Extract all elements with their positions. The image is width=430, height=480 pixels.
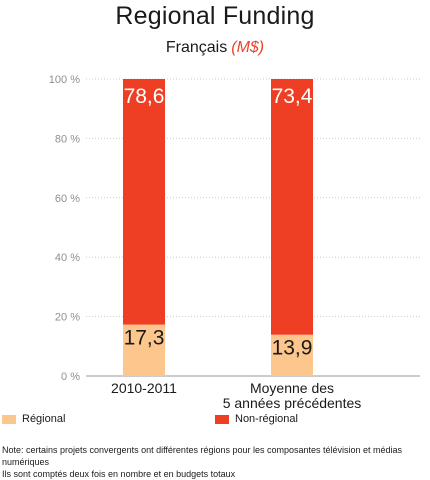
data-label: 13,9 [272, 337, 313, 360]
footnote: Note: certains projets convergents ont d… [2, 444, 430, 480]
y-tick-label: 80 % [55, 133, 80, 145]
y-tick-label: 20 % [55, 312, 80, 324]
legend-item-regional: Régional [2, 413, 65, 425]
legend-swatch-non-regional [215, 414, 229, 424]
y-tick-label: 60 % [55, 193, 80, 205]
data-label: 73,4 [272, 85, 313, 108]
chart-title: Regional Funding [115, 2, 315, 30]
bar-segment-r-gional [271, 334, 313, 376]
y-tick-label: 0 % [61, 371, 80, 383]
legend-label-regional: Régional [22, 413, 66, 425]
x-category-label-line: 2010-2011 [111, 380, 177, 396]
legend-item-non-regional: Non-régional [215, 413, 298, 425]
x-category-label: 2010-2011 [111, 380, 177, 396]
y-tick-label: 40 % [55, 252, 80, 264]
bar-segment-non-r-gional [123, 79, 165, 325]
legend-label-non-regional: Non-régional [235, 413, 298, 425]
y-tick-label: 100 % [49, 74, 80, 86]
data-label: 17,3 [124, 327, 165, 350]
bar-segment-non-r-gional [271, 79, 313, 335]
subtitle-language: Français [165, 39, 228, 56]
footnote-line-1: Note: certains projets convergents ont d… [2, 445, 403, 467]
data-label: 78,6 [124, 85, 165, 108]
x-category-label: Moyenne des 5 années précédentes [223, 380, 362, 410]
bar-segment-r-gional [123, 324, 165, 376]
legend-swatch-regional [2, 414, 16, 424]
chart-subtitle: Français (M$) [0, 39, 430, 57]
x-category-label-line: Moyenne des [250, 380, 334, 396]
stacked-bar-chart: 0 % 20 % 40 % 60 % 80 % 100 % 17,3 78,6 2010-201… [49, 74, 420, 410]
x-category-label-line: 5 années précédentes [223, 395, 362, 410]
subtitle-unit: (M$) [231, 39, 265, 56]
